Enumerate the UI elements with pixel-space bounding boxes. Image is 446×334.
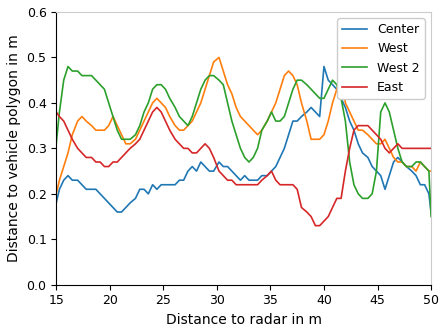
West bbox=[216, 55, 222, 59]
Line: Center: Center bbox=[56, 66, 431, 212]
Legend: Center, West, West 2, East: Center, West, West 2, East bbox=[337, 18, 425, 99]
West 2 bbox=[141, 110, 147, 114]
Center bbox=[115, 210, 120, 214]
East bbox=[54, 110, 59, 114]
Center bbox=[216, 160, 222, 164]
West 2 bbox=[54, 142, 59, 146]
East bbox=[167, 128, 173, 132]
East bbox=[428, 146, 434, 150]
West bbox=[115, 124, 120, 128]
West 2 bbox=[365, 196, 371, 200]
Line: East: East bbox=[56, 108, 431, 226]
Center bbox=[321, 64, 326, 68]
Center bbox=[369, 165, 375, 169]
West 2 bbox=[216, 78, 222, 82]
Center bbox=[167, 183, 173, 187]
West bbox=[163, 106, 168, 110]
West bbox=[137, 128, 142, 132]
West 2 bbox=[428, 214, 434, 218]
Center bbox=[141, 187, 147, 191]
X-axis label: Distance to radar in m: Distance to radar in m bbox=[165, 313, 322, 327]
Center bbox=[428, 210, 434, 214]
Line: West 2: West 2 bbox=[56, 66, 431, 216]
East bbox=[369, 128, 375, 132]
East bbox=[137, 137, 142, 141]
Line: West: West bbox=[56, 57, 431, 194]
East bbox=[154, 106, 160, 110]
West bbox=[211, 60, 216, 64]
West bbox=[428, 169, 434, 173]
West 2 bbox=[65, 64, 70, 68]
East bbox=[313, 224, 318, 228]
West 2 bbox=[119, 137, 124, 141]
West bbox=[365, 133, 371, 137]
East bbox=[246, 183, 252, 187]
East bbox=[115, 160, 120, 164]
East bbox=[216, 169, 222, 173]
Center bbox=[246, 178, 252, 182]
Center bbox=[119, 210, 124, 214]
West bbox=[54, 192, 59, 196]
West bbox=[246, 124, 252, 128]
Y-axis label: Distance to vehicle polygon in m: Distance to vehicle polygon in m bbox=[7, 34, 21, 262]
West 2 bbox=[167, 96, 173, 100]
Center bbox=[54, 201, 59, 205]
West 2 bbox=[246, 160, 252, 164]
